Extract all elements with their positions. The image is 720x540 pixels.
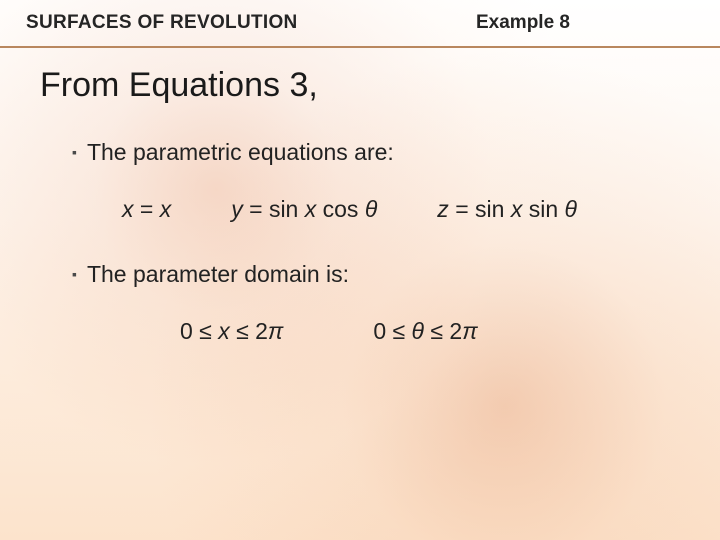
slide-content: From Equations 3, The parametric equatio… — [0, 48, 720, 540]
eq-z-x: x — [511, 196, 523, 222]
header-bar: SURFACES OF REVOLUTION Example 8 — [0, 0, 720, 48]
eq-z-lhs: z — [437, 196, 449, 222]
domain-theta: 0 ≤ θ ≤ 2π — [373, 318, 477, 345]
d2-d: π — [462, 318, 477, 344]
eq-y-sin: sin — [269, 196, 305, 222]
equation-z: z = sin x sin θ — [437, 196, 577, 223]
equation-x: x = x — [122, 196, 171, 223]
d1-b: x — [218, 318, 230, 344]
eq-z-theta: θ — [565, 196, 577, 222]
main-heading: From Equations 3, — [40, 66, 680, 105]
eq-x-rhs: x — [160, 196, 172, 222]
equation-y: y = sin x cos θ — [231, 196, 377, 223]
d2-b: θ — [412, 318, 424, 344]
eq-y-x: x — [305, 196, 317, 222]
eq-y-cos: cos — [316, 196, 365, 222]
eq-eq: = — [455, 196, 475, 222]
d2-a: 0 ≤ — [373, 318, 411, 344]
bullet-parametric-equations: The parametric equations are: — [72, 139, 680, 166]
eq-y-theta: θ — [365, 196, 377, 222]
eq-z-sin1: sin — [475, 196, 511, 222]
domain-row: 0 ≤ x ≤ 2π 0 ≤ θ ≤ 2π — [180, 318, 680, 345]
domain-x: 0 ≤ x ≤ 2π — [180, 318, 283, 345]
eq-eq: = — [249, 196, 269, 222]
example-label: Example 8 — [476, 12, 570, 34]
eq-eq: = — [140, 196, 160, 222]
d1-d: π — [268, 318, 283, 344]
equations-row: x = x y = sin x cos θ z = sin x sin θ — [122, 196, 680, 223]
eq-y-lhs: y — [231, 196, 243, 222]
section-title: SURFACES OF REVOLUTION — [26, 12, 298, 34]
eq-z-sin2: sin — [522, 196, 564, 222]
bullet-parameter-domain: The parameter domain is: — [72, 261, 680, 288]
d1-c: ≤ 2 — [230, 318, 268, 344]
eq-x-lhs: x — [122, 196, 134, 222]
d2-c: ≤ 2 — [424, 318, 462, 344]
d1-a: 0 ≤ — [180, 318, 218, 344]
